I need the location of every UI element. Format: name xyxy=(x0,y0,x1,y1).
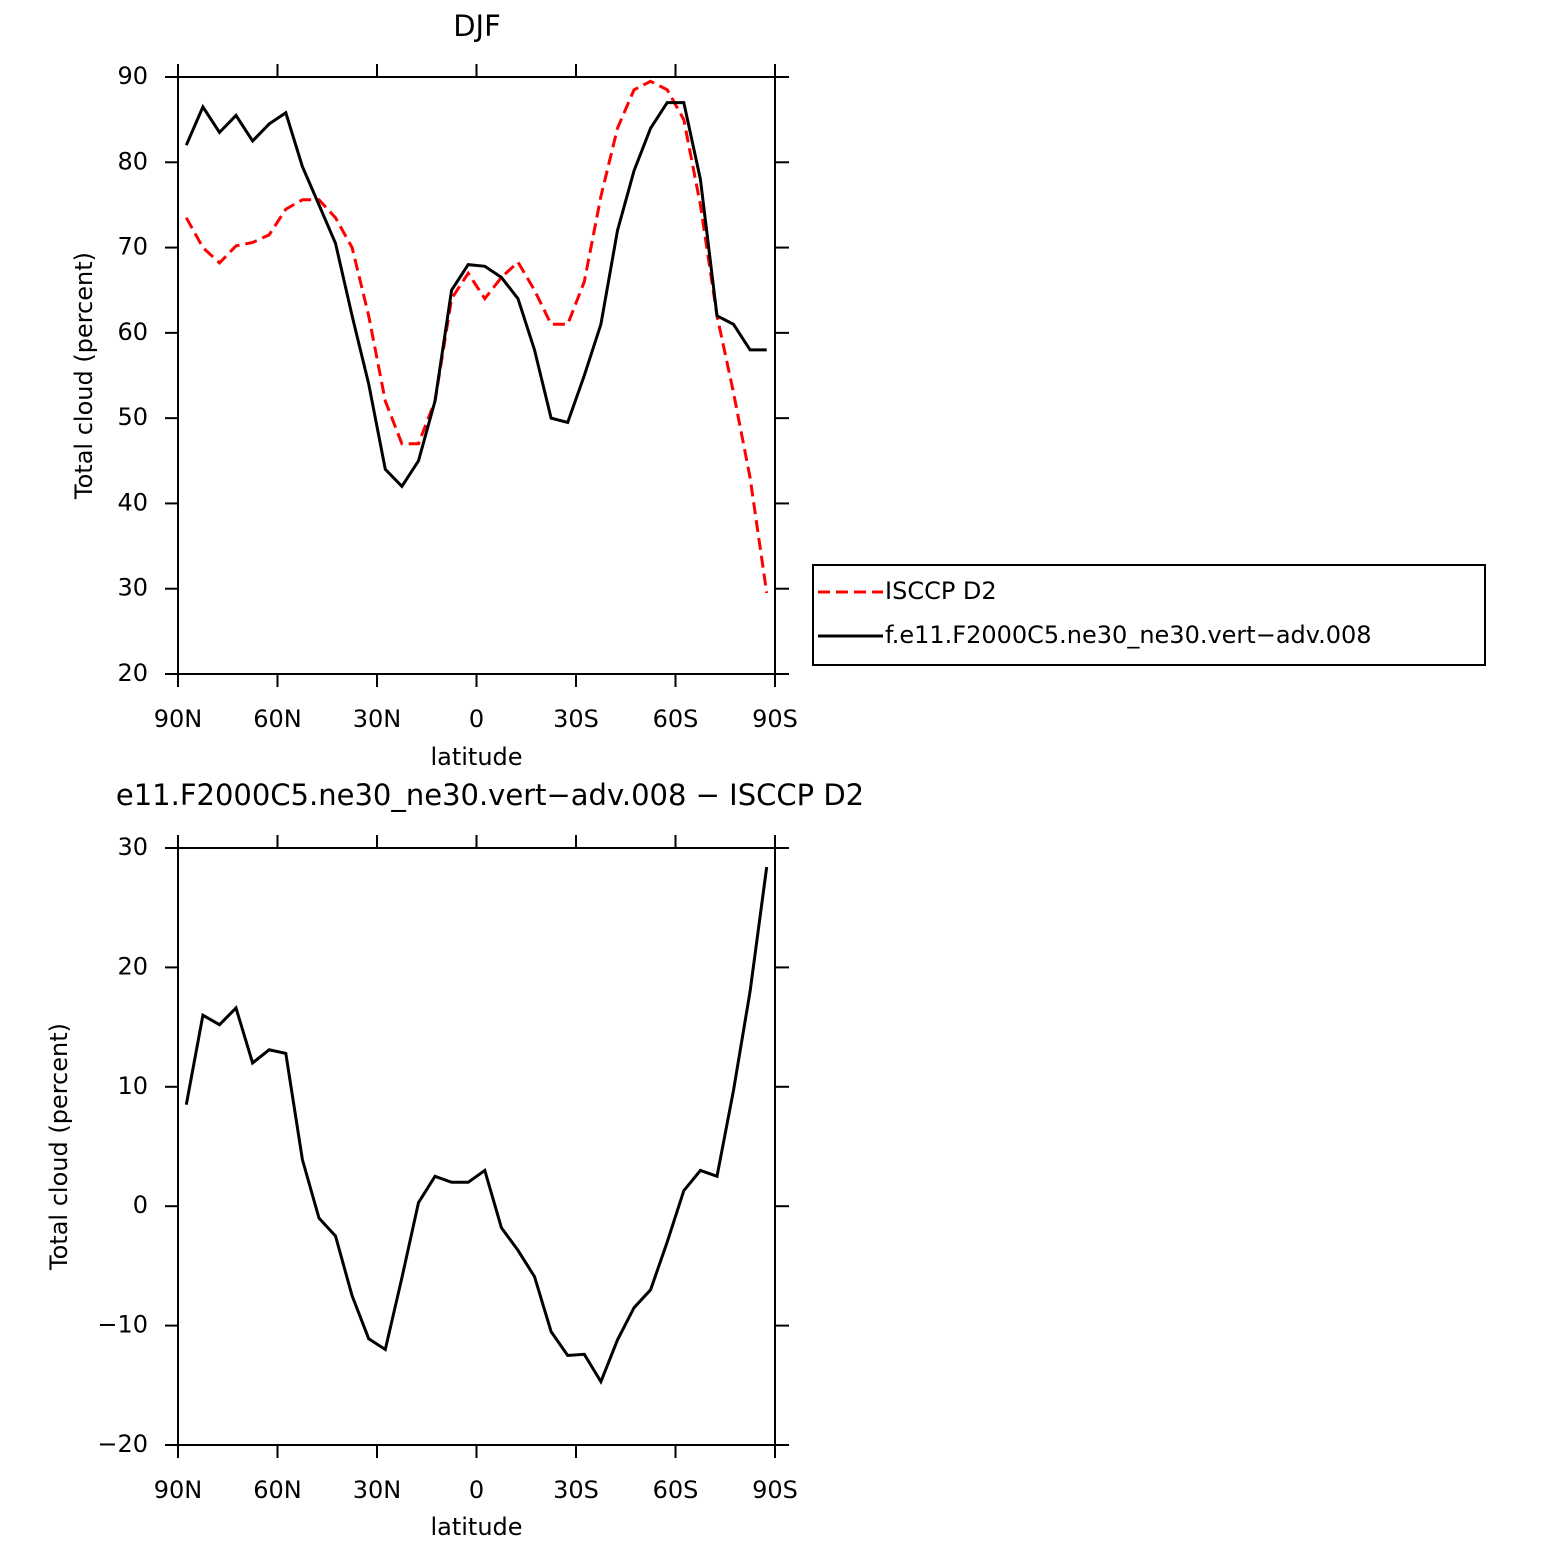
x-tick-label: 30S xyxy=(553,705,599,733)
x-tick-label: 30N xyxy=(353,705,402,733)
y-tick-label: 50 xyxy=(117,403,148,431)
x-tick-label: 90S xyxy=(752,705,798,733)
x-axis-label: latitude xyxy=(430,743,522,771)
x-tick-label: 30S xyxy=(553,1476,599,1504)
legend-box xyxy=(812,564,1486,666)
y-axis-label: Total cloud (percent) xyxy=(45,1023,73,1271)
legend-label: ISCCP D2 xyxy=(885,577,997,605)
x-axis-label: latitude xyxy=(430,1513,522,1541)
y-tick-label: −20 xyxy=(97,1430,148,1458)
plot-frame xyxy=(177,76,776,675)
chart-title: e11.F2000C5.ne30_ne30.vert−adv.008 − ISC… xyxy=(116,778,864,812)
y-tick-label: 70 xyxy=(117,233,148,261)
chart-panel: e11.F2000C5.ne30_ne30.vert−adv.008 − ISC… xyxy=(45,778,864,1541)
y-tick-label: 30 xyxy=(117,574,148,602)
x-tick-label: 90N xyxy=(154,705,203,733)
data-line xyxy=(184,866,769,1386)
legend-label: f.e11.F2000C5.ne30_ne30.vert−adv.008 xyxy=(885,621,1372,649)
x-tick-label: 0 xyxy=(469,705,484,733)
x-tick-label: 90S xyxy=(752,1476,798,1504)
y-tick-label: 20 xyxy=(117,952,148,980)
x-tick-label: 60N xyxy=(253,1476,302,1504)
y-axis-label: Total cloud (percent) xyxy=(70,252,98,500)
y-tick-label: 60 xyxy=(117,318,148,346)
y-tick-label: −10 xyxy=(97,1311,148,1339)
data-line xyxy=(184,101,767,489)
chart-panel: DJF latitude Total cloud (percent) 20 30 40 50… xyxy=(70,9,1486,771)
x-tick-label: 90N xyxy=(154,1476,203,1504)
plot-frame xyxy=(177,847,776,1446)
y-tick-label: 0 xyxy=(133,1191,148,1219)
y-tick-label: 80 xyxy=(117,147,148,175)
y-tick-label: 30 xyxy=(117,833,148,861)
x-tick-label: 30N xyxy=(353,1476,402,1504)
x-tick-label: 60N xyxy=(253,705,302,733)
x-tick-label: 60S xyxy=(653,705,699,733)
x-tick-label: 60S xyxy=(653,1476,699,1504)
x-tick-label: 0 xyxy=(469,1476,484,1504)
y-tick-label: 90 xyxy=(117,62,148,90)
data-line xyxy=(184,79,769,594)
y-tick-label: 20 xyxy=(117,659,148,687)
chart-title: DJF xyxy=(453,9,501,43)
y-tick-label: 10 xyxy=(117,1072,148,1100)
y-tick-label: 40 xyxy=(117,488,148,516)
